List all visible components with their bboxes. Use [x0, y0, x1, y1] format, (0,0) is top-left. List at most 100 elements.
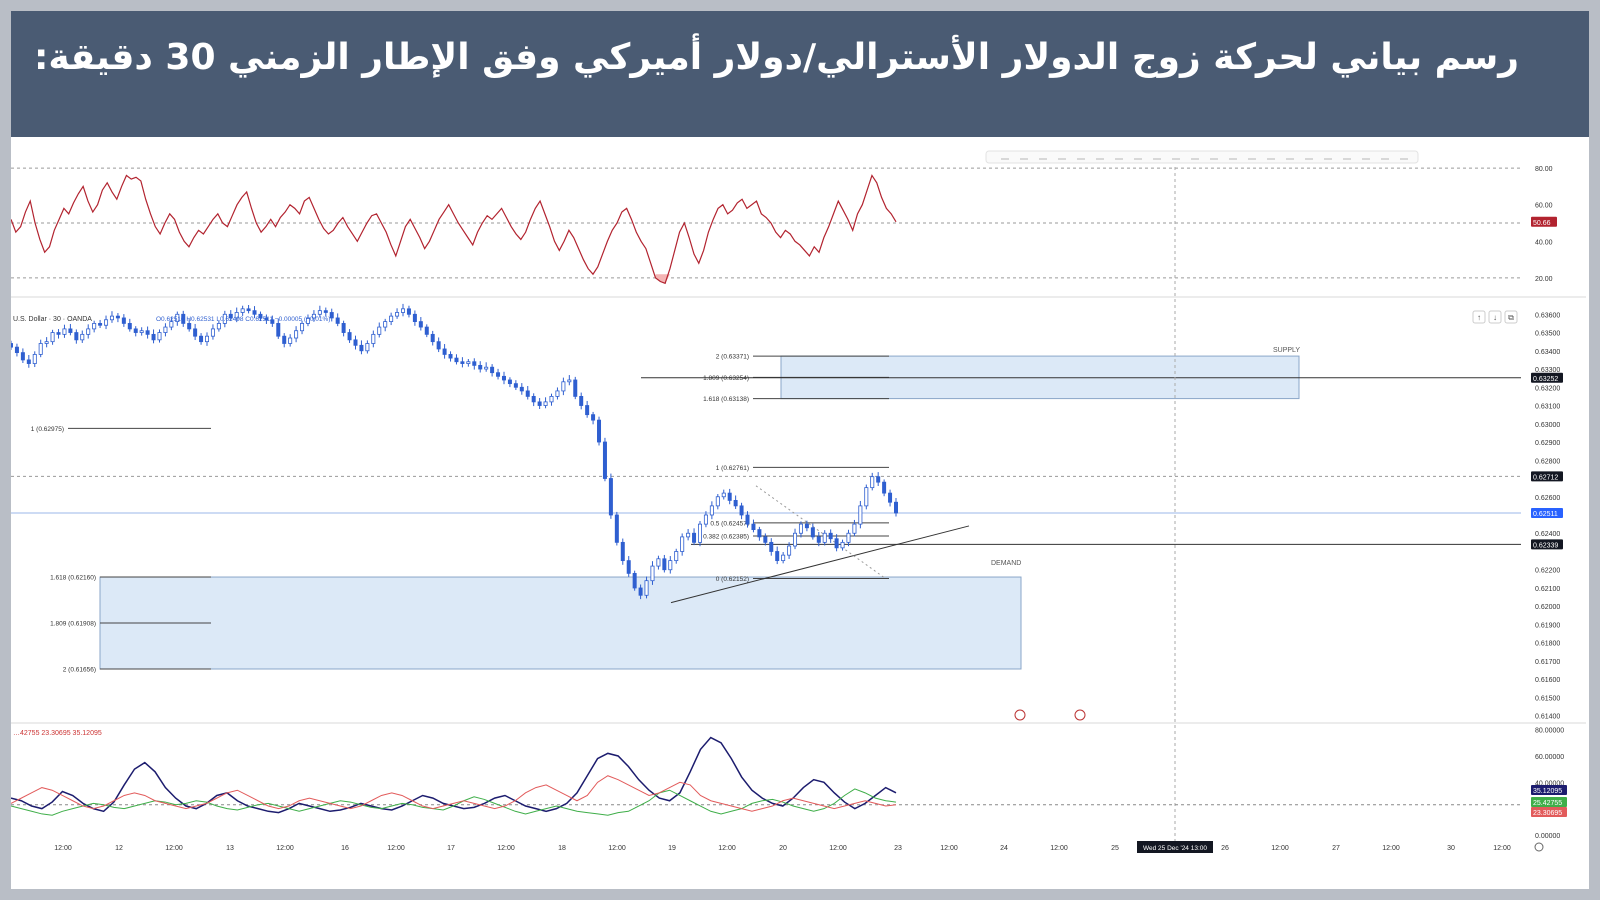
candle-body [246, 308, 251, 312]
candle-body [798, 523, 803, 534]
time-tick-label: 25 [1111, 845, 1119, 852]
candle-body [424, 326, 429, 335]
adx-value: 25.42755 [1533, 800, 1562, 807]
au-event-flag-icon [1014, 709, 1026, 721]
fib-diagonal [755, 485, 887, 580]
zone-demand [99, 576, 1022, 670]
candle-body [282, 335, 287, 344]
candle-body [365, 343, 370, 352]
candle-body [816, 536, 821, 543]
settings-gear-icon[interactable] [1534, 842, 1544, 852]
fib-level-label: 1.618 (0.63138) [703, 396, 749, 403]
candle-body [757, 529, 762, 538]
candle-body [775, 551, 780, 562]
candle-body [216, 323, 221, 330]
candle-body [92, 323, 97, 330]
candle-body [300, 323, 305, 332]
candle-body [395, 312, 400, 317]
candle-body [513, 383, 518, 388]
candle-body [258, 313, 263, 319]
adx-value: 23.30695 [1533, 810, 1562, 817]
page-title: رسم بياني لحركة زوج الدولار الأسترالي/دو… [33, 37, 1519, 78]
candle-body [668, 560, 673, 571]
time-tick-label: 16 [341, 845, 349, 852]
price-tick-label: 0.63400 [1535, 349, 1560, 356]
fib-level-label: 0.382 (0.62385) [703, 533, 749, 540]
candle-body [644, 580, 649, 596]
adx-tick-label: 60.00000 [1535, 754, 1564, 761]
candle-body [115, 315, 120, 319]
up-arrow-button[interactable] [1472, 310, 1486, 324]
candle-body [193, 328, 198, 337]
candle-body [121, 317, 126, 324]
candle-body [573, 379, 578, 397]
candle-body [626, 560, 631, 574]
candle-body [579, 396, 584, 406]
candle-body [466, 361, 471, 364]
candle-body [50, 332, 55, 343]
adx-tick-label: 40.00000 [1535, 780, 1564, 787]
restore-button[interactable] [1504, 310, 1518, 324]
ohlc-legend: O0.62516 H0.62531 L0.62498 C0.62511 −0.0… [156, 316, 330, 323]
candle-body [127, 323, 132, 330]
fib-level-label: 1 (0.62761) [716, 465, 749, 472]
crosshair-time-label: Wed 25 Dec '24 13:00 [1143, 845, 1207, 852]
candle-body [109, 315, 114, 321]
rsi-last-value: 50.66 [1533, 220, 1551, 227]
candle-body [894, 501, 899, 514]
candle-body [252, 310, 257, 315]
price-panel: 0.63600 0.63500 0.63400 0.63300 0.63200 0.631… [11, 167, 1586, 842]
fib-level-label: 1 (0.62975) [31, 426, 64, 433]
adx-tick-label: 0.00000 [1535, 833, 1560, 840]
candle-body [234, 312, 239, 319]
symbol-legend: U.S. Dollar · 30 · OANDA [13, 316, 92, 323]
time-tick-label: 30 [1447, 845, 1455, 852]
price-tick-label: 0.62900 [1535, 440, 1560, 447]
price-tag-value: 0.63252 [1533, 376, 1558, 383]
candle-body [454, 357, 459, 363]
fib-level-label: 1.618 (0.62160) [50, 575, 96, 582]
candle-body [222, 313, 227, 324]
candle-body [662, 558, 667, 571]
candle-body [14, 346, 19, 354]
candle-body [311, 313, 316, 319]
candle-body [567, 379, 572, 383]
price-tick-label: 0.62000 [1535, 604, 1560, 611]
candle-body [151, 333, 156, 341]
price-tick-label: 0.61800 [1535, 641, 1560, 648]
candle-body [377, 326, 382, 335]
candle-body [531, 396, 536, 403]
candle-body [294, 330, 299, 339]
rsi-tick-label: 40.00 [1535, 239, 1553, 246]
candle-series [11, 303, 899, 600]
chart-canvas: 80.00 60.00 40.00 20.00 50.66 0.63600 0.63500… [11, 150, 1586, 853]
us-event-flag-icon [1074, 709, 1086, 721]
candle-body [846, 532, 851, 543]
candle-body [210, 328, 215, 337]
time-tick-label: 12:00 [829, 845, 847, 852]
candle-body [181, 313, 186, 324]
candle-body [240, 308, 245, 313]
candle-body [555, 390, 560, 397]
rsi-panel: 80.00 60.00 40.00 20.00 50.66 [11, 166, 1586, 298]
time-tick-label: 20 [779, 845, 787, 852]
candle-body [175, 313, 180, 322]
price-tick-label: 0.61400 [1535, 714, 1560, 721]
candle-body [412, 313, 417, 322]
adx-panel: 80.00000 60.00000 40.00000 0.00000 …42755 23… [11, 728, 1567, 840]
candle-body [383, 321, 388, 328]
candle-body [264, 317, 269, 321]
down-arrow-button[interactable] [1488, 310, 1502, 324]
candle-body [793, 532, 798, 547]
candle-body [317, 310, 322, 315]
adx-line [11, 736, 897, 814]
candle-body [359, 344, 364, 352]
drawing-toolbar[interactable] [985, 150, 1419, 164]
candle-body [858, 505, 863, 525]
candle-body [703, 514, 708, 525]
candle-body [828, 532, 833, 540]
candle-body [442, 348, 447, 355]
candle-body [11, 343, 14, 348]
candle-body [620, 541, 625, 562]
candle-body [870, 476, 875, 489]
